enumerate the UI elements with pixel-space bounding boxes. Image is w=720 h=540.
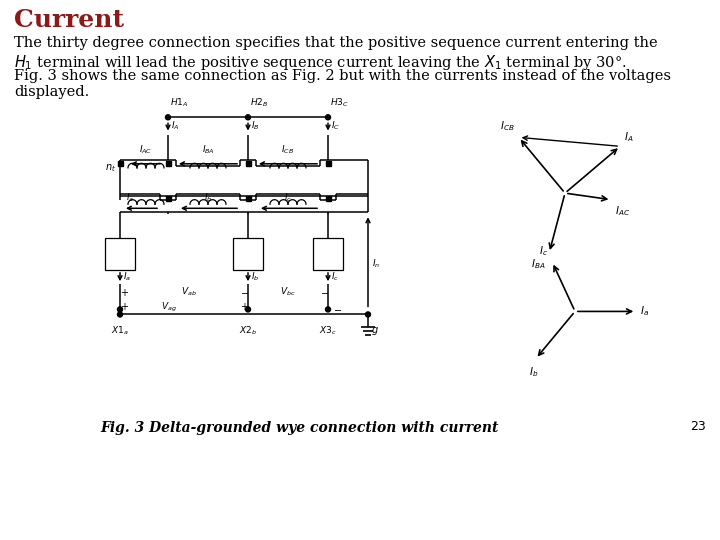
Text: Fig. 3 shows the same connection as Fig. 2 but with the currents instead of the : Fig. 3 shows the same connection as Fig.… [14,69,671,83]
Text: $I_b$: $I_b$ [529,365,539,379]
Bar [233,238,263,270]
Text: $H_1$ terminal will lead the positive sequence current leaving the $X_1$ termina: $H_1$ terminal will lead the positive se… [14,52,627,72]
Text: $I_A$: $I_A$ [171,119,179,132]
Text: $I_B$: $I_B$ [251,119,260,132]
Text: displayed.: displayed. [14,85,89,99]
Text: $I_{BA}$: $I_{BA}$ [531,257,545,271]
Text: Current: Current [14,8,124,32]
Circle shape [325,307,330,312]
Text: $Zt_b$: $Zt_b$ [240,246,256,258]
Text: $+$: $+$ [120,287,130,298]
Text: $-$: $-$ [240,287,250,297]
Bar [105,238,135,270]
Text: $I_c$: $I_c$ [284,192,292,204]
Text: $H3_C$: $H3_C$ [330,97,349,109]
Text: 23: 23 [690,420,706,433]
Text: $-$: $-$ [320,287,330,297]
Text: $V_{bc}$: $V_{bc}$ [280,286,296,299]
Text: $I_n$: $I_n$ [372,258,380,270]
Text: $I_{CB}$: $I_{CB}$ [282,143,294,156]
Text: $I_c$: $I_c$ [331,271,339,284]
Text: $Zt_c$: $Zt_c$ [320,246,336,258]
Text: Fig. 3 Delta-grounded wye connection with current: Fig. 3 Delta-grounded wye connection wit… [101,421,499,435]
Text: $I_a$: $I_a$ [123,271,131,284]
Text: $V_{ab}$: $V_{ab}$ [181,286,197,299]
Text: $n_t$: $n_t$ [105,162,116,174]
Text: $I_{BA}$: $I_{BA}$ [202,143,215,156]
Bar [166,161,171,166]
Text: $Zt_a$: $Zt_a$ [120,246,135,258]
Circle shape [117,307,122,312]
Text: $I_b$: $I_b$ [204,192,212,204]
Circle shape [117,312,122,317]
Text: $X2_b$: $X2_b$ [239,325,257,337]
Text: $I_b$: $I_b$ [251,271,259,284]
Text: $-$: $-$ [333,305,343,314]
Bar [313,238,343,270]
Text: $X3_c$: $X3_c$ [319,325,337,337]
Bar [166,195,171,201]
Text: $I_a$: $I_a$ [640,305,649,318]
Text: IOWA STATE UNIVERSITY: IOWA STATE UNIVERSITY [13,507,258,524]
Text: $I_{AC}$: $I_{AC}$ [616,204,631,218]
Text: $+$: $+$ [240,301,250,312]
Text: $+$: $+$ [120,301,130,312]
Circle shape [246,307,251,312]
Text: $I_a$: $I_a$ [126,192,134,204]
Circle shape [366,312,371,317]
Text: $I_A$: $I_A$ [624,131,634,144]
Text: $g$: $g$ [371,325,379,336]
Bar [117,161,122,166]
Text: $V_{ag}$: $V_{ag}$ [161,301,177,314]
Text: ECpE Department: ECpE Department [555,508,707,523]
Text: $I_{AC}$: $I_{AC}$ [139,143,153,156]
Circle shape [166,115,171,120]
Circle shape [325,115,330,120]
Text: $H1_A$: $H1_A$ [170,97,189,109]
Circle shape [246,115,251,120]
Bar [325,195,330,201]
Text: $Zt_b$: $Zt_b$ [240,246,256,258]
Text: $I_{CB}$: $I_{CB}$ [500,119,515,133]
Bar [246,195,251,201]
Bar [325,161,330,166]
Text: The thirty degree connection specifies that the positive sequence current enteri: The thirty degree connection specifies t… [14,36,657,50]
Text: $Zt_c$: $Zt_c$ [320,246,336,258]
Text: $Zt_a$: $Zt_a$ [112,246,127,258]
Text: $I_C$: $I_C$ [331,119,340,132]
Bar [246,161,251,166]
Text: $I_c$: $I_c$ [539,244,548,258]
Text: $X1_a$: $X1_a$ [111,325,129,337]
Text: $H2_B$: $H2_B$ [250,97,269,109]
